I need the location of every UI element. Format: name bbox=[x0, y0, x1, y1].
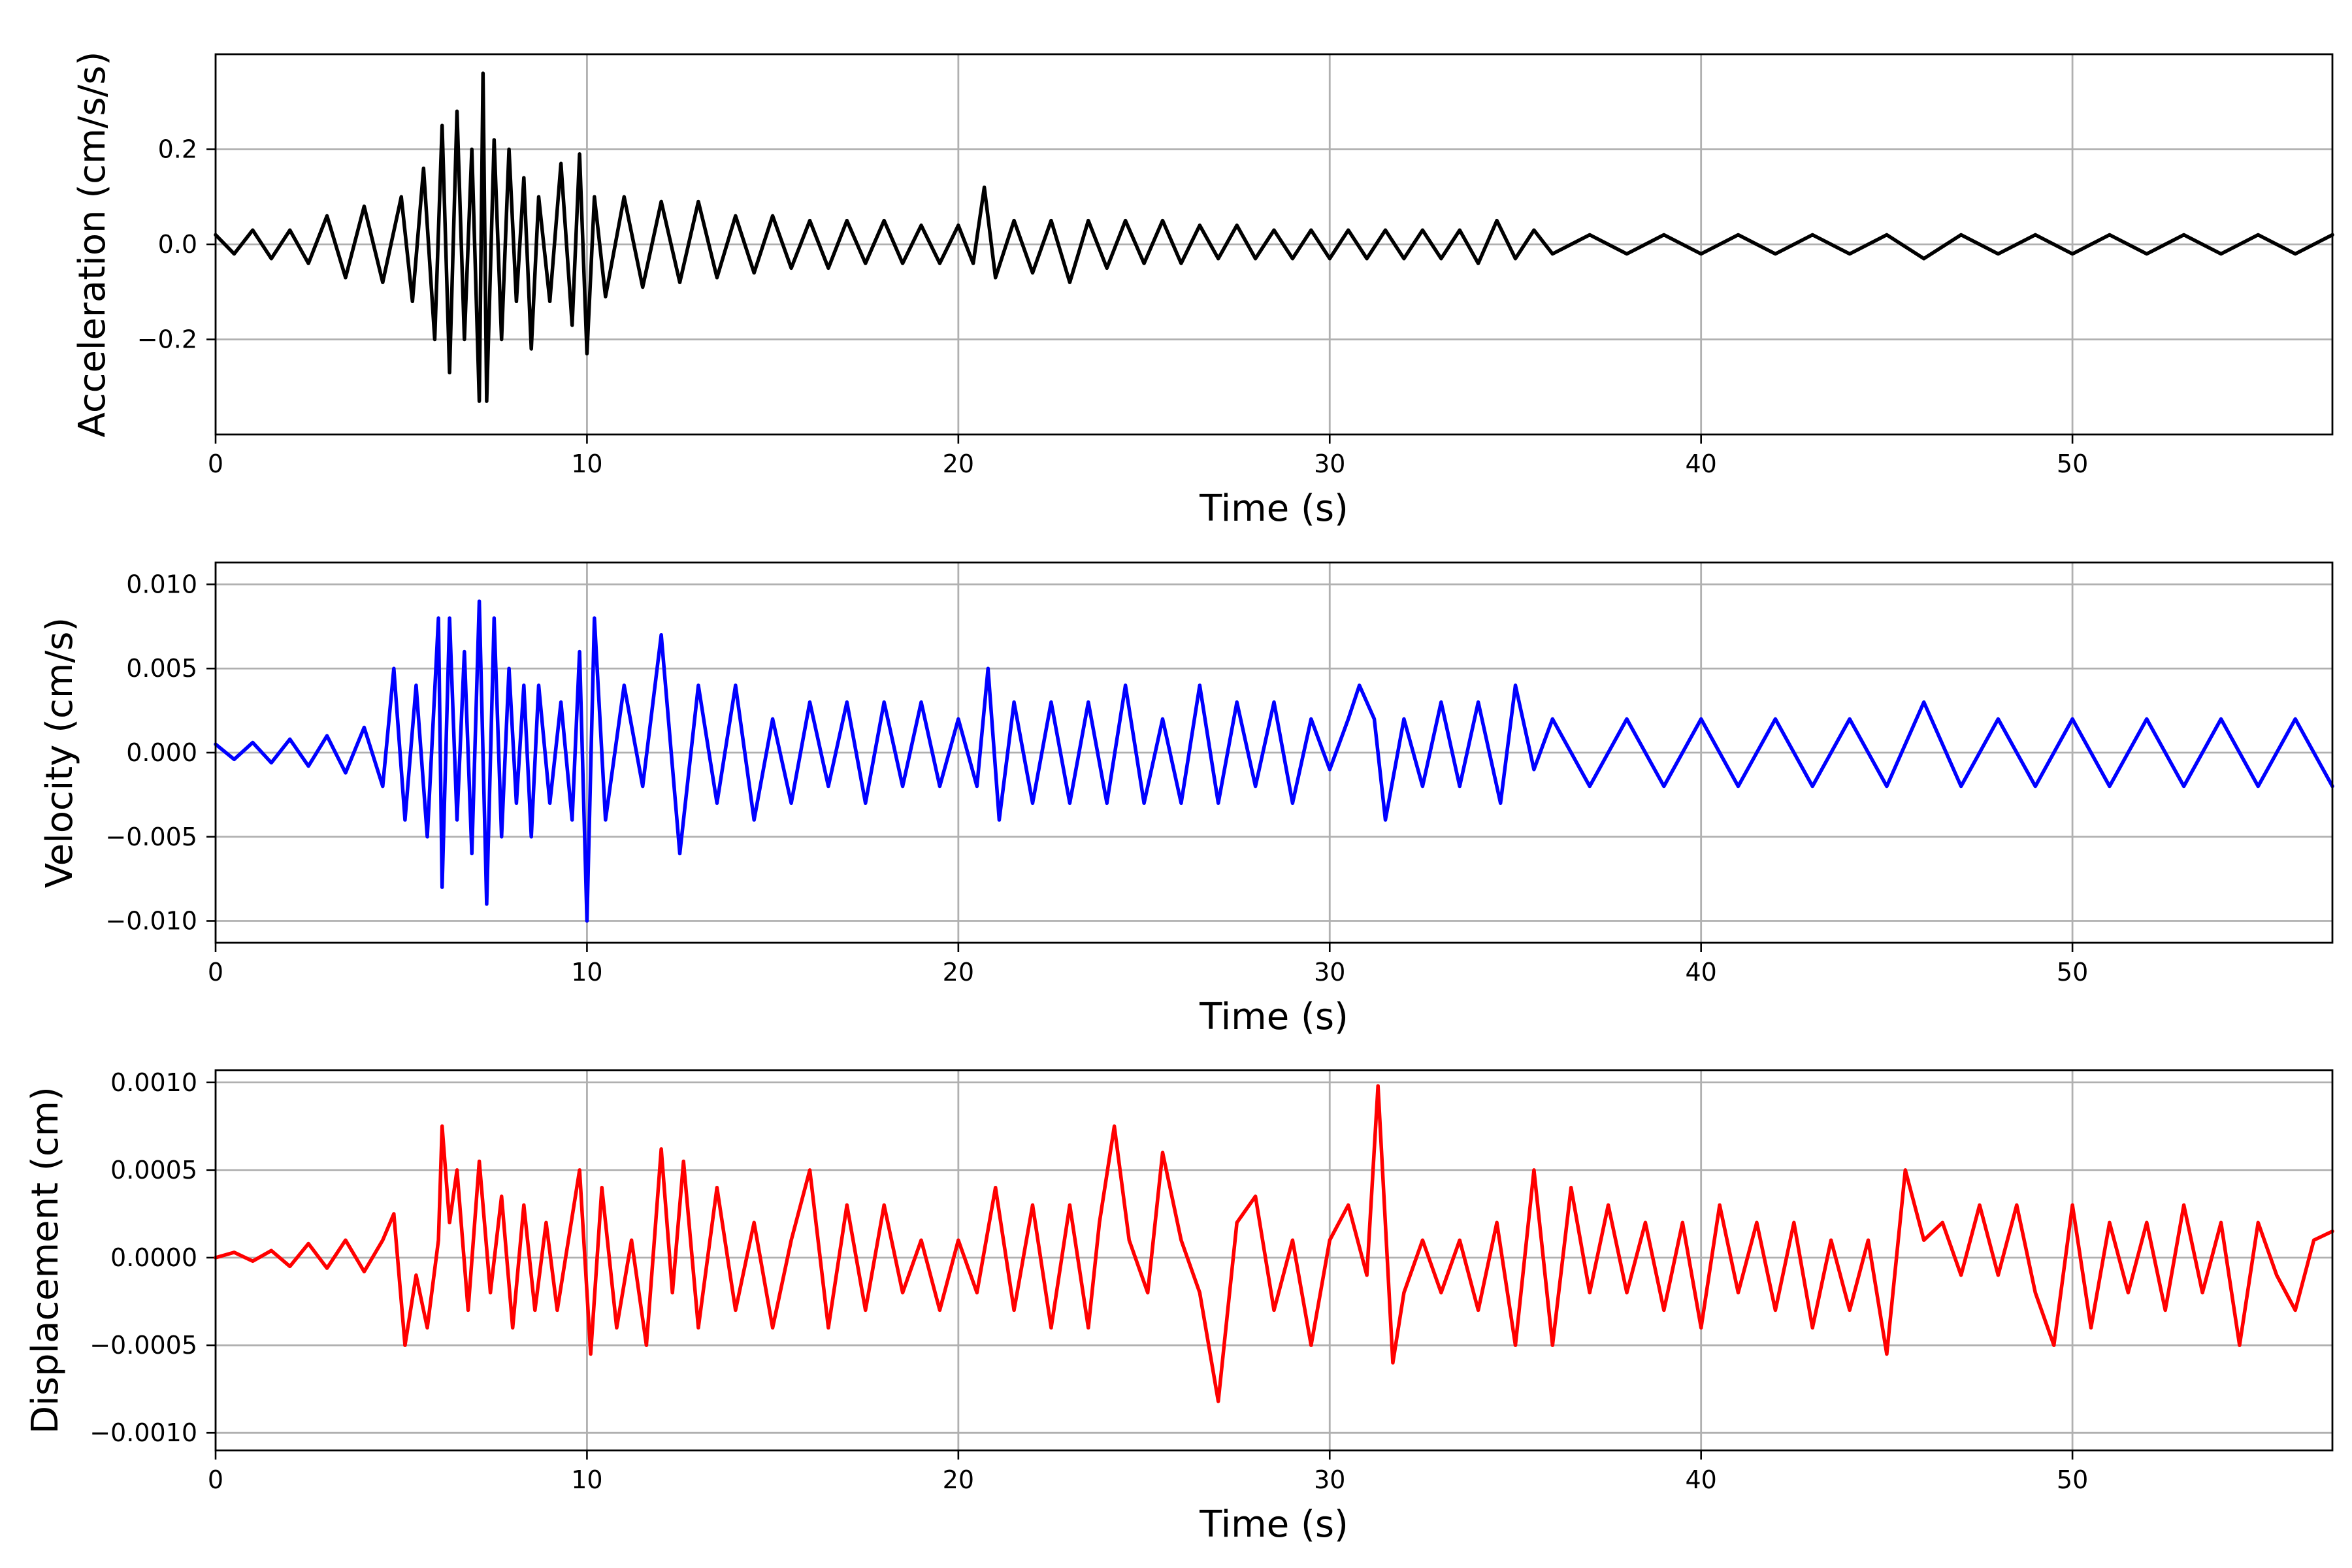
velocity-y-axis-label: Velocity (cm/s) bbox=[39, 617, 81, 889]
velocity-x-tick-label: 20 bbox=[943, 958, 974, 987]
velocity-grid bbox=[214, 563, 2332, 943]
velocity-y-tick-label: −0.005 bbox=[105, 823, 197, 851]
velocity-axes-frame bbox=[214, 561, 2334, 944]
displacement-axes-frame bbox=[214, 1069, 2334, 1452]
displacement-x-tick-label: 0 bbox=[208, 1465, 223, 1494]
displacement-y-tick-label: −0.0010 bbox=[90, 1418, 197, 1447]
displacement-grid bbox=[214, 1070, 2332, 1450]
velocity-y-tick-label: 0.010 bbox=[126, 570, 197, 598]
displacement-x-tick-label: 10 bbox=[571, 1465, 602, 1494]
acceleration-y-tick-label: 0.2 bbox=[158, 135, 197, 164]
velocity-y-tick-label: 0.005 bbox=[126, 654, 197, 683]
velocity-ticks: 0 10 20 30 40 50 −0.010 −0.005 0.000 0.005 0.010 bbox=[105, 570, 2088, 987]
acceleration-x-tick-label: 30 bbox=[1314, 449, 1345, 478]
displacement-y-tick-label: 0.0000 bbox=[110, 1243, 197, 1272]
velocity-x-tick-label: 0 bbox=[208, 958, 223, 987]
acceleration-grid bbox=[214, 54, 2332, 434]
acceleration-line bbox=[214, 71, 2334, 403]
displacement-x-tick-label: 50 bbox=[2057, 1465, 2088, 1494]
displacement-ticks: 0 10 20 30 40 50 −0.0010 −0.0005 0.0000 0.0005 0.0… bbox=[90, 1068, 2088, 1494]
displacement-y-tick-label: 0.0005 bbox=[110, 1156, 197, 1184]
displacement-x-tick-label: 20 bbox=[943, 1465, 974, 1494]
velocity-x-tick-label: 10 bbox=[571, 958, 602, 987]
acceleration-y-tick-label: −0.2 bbox=[137, 325, 197, 354]
displacement-line bbox=[214, 1084, 2334, 1403]
acceleration-y-tick-label: 0.0 bbox=[158, 230, 197, 259]
velocity-x-axis-label: Time (s) bbox=[1199, 996, 1348, 1038]
displacement-x-axis-label: Time (s) bbox=[1199, 1503, 1348, 1546]
displacement-y-tick-label: −0.0005 bbox=[90, 1331, 197, 1360]
velocity-line bbox=[214, 599, 2334, 923]
acceleration-x-tick-label: 10 bbox=[571, 449, 602, 478]
velocity-x-tick-label: 40 bbox=[1686, 958, 1717, 987]
velocity-panel: 0 10 20 30 40 50 −0.010 −0.005 0.000 0.005 0.010 T… bbox=[39, 561, 2334, 1038]
acceleration-x-tick-label: 0 bbox=[208, 449, 223, 478]
acceleration-x-tick-label: 50 bbox=[2057, 449, 2088, 478]
velocity-x-tick-label: 30 bbox=[1314, 958, 1345, 987]
acceleration-y-axis-label: Acceleration (cm/s/s) bbox=[71, 52, 114, 438]
displacement-panel: 0 10 20 30 40 50 −0.0010 −0.0005 0.0000 0.0005 0.0… bbox=[24, 1068, 2334, 1546]
displacement-y-tick-label: 0.0010 bbox=[110, 1068, 197, 1097]
acceleration-axes-frame bbox=[214, 53, 2334, 436]
displacement-x-tick-label: 30 bbox=[1314, 1465, 1345, 1494]
displacement-x-tick-label: 40 bbox=[1686, 1465, 1717, 1494]
velocity-y-tick-label: 0.000 bbox=[126, 738, 197, 767]
acceleration-x-tick-label: 20 bbox=[943, 449, 974, 478]
velocity-x-tick-label: 50 bbox=[2057, 958, 2088, 987]
acceleration-panel: 0 10 20 30 40 50 −0.2 0.0 0.2 Time (s) Accelerat… bbox=[71, 52, 2334, 530]
displacement-y-axis-label: Displacement (cm) bbox=[24, 1086, 67, 1434]
velocity-y-tick-label: −0.010 bbox=[105, 907, 197, 936]
acceleration-ticks: 0 10 20 30 40 50 −0.2 0.0 0.2 bbox=[137, 135, 2089, 479]
acceleration-x-axis-label: Time (s) bbox=[1199, 487, 1348, 530]
acceleration-x-tick-label: 40 bbox=[1686, 449, 1717, 478]
